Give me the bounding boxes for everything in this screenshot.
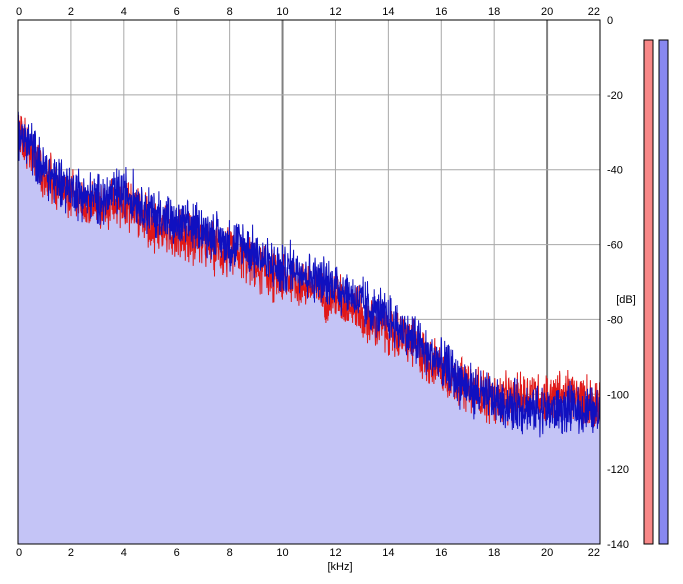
x-tick-label-top: 16 xyxy=(435,6,447,18)
plot-frame xyxy=(17,19,601,545)
x-tick-label-bottom: 8 xyxy=(227,547,233,559)
x-tick-label-bottom: 2 xyxy=(68,547,74,559)
y-tick-label: 0 xyxy=(607,15,613,27)
x-tick-label-bottom: 18 xyxy=(488,547,500,559)
x-tick-label-top: 4 xyxy=(121,6,127,18)
x-tick-label-bottom: 20 xyxy=(541,547,553,559)
x-tick-label-bottom: 0 xyxy=(16,547,22,559)
x-tick-label-top: 12 xyxy=(329,6,341,18)
y-tick-label: -20 xyxy=(607,90,623,102)
x-tick-label-bottom: 16 xyxy=(435,547,447,559)
x-axis-label: [kHz] xyxy=(327,561,352,573)
y-tick-label: -140 xyxy=(607,539,629,551)
y-axis-label: [dB] xyxy=(616,294,636,306)
y-tick-label: -60 xyxy=(607,240,623,252)
y-tick-label: -40 xyxy=(607,165,623,177)
x-tick-label-top: 6 xyxy=(174,6,180,18)
x-tick-labels-top: 0 2 4 6 8 10 12 14 16 18 20 22 xyxy=(16,6,600,18)
x-tick-label-bottom: 6 xyxy=(174,547,180,559)
x-tick-label-bottom: 4 xyxy=(121,547,127,559)
x-tick-label-top: 2 xyxy=(68,6,74,18)
x-tick-label-top: 0 xyxy=(16,6,22,18)
y-tick-label: -120 xyxy=(607,464,629,476)
x-tick-label-bottom: 10 xyxy=(276,547,288,559)
x-tick-label-top: 20 xyxy=(541,6,553,18)
x-tick-label-top: 14 xyxy=(382,6,394,18)
right-channel-trace xyxy=(17,111,601,438)
series-layer xyxy=(17,111,601,438)
x-tick-label-bottom: 22 xyxy=(588,547,600,559)
x-tick-label-top: 8 xyxy=(227,6,233,18)
x-tick-label-bottom: 14 xyxy=(382,547,394,559)
x-tick-label-top: 22 xyxy=(588,6,600,18)
y-tick-label: -100 xyxy=(607,389,629,401)
level-meter-right xyxy=(658,39,669,545)
level-meter-left xyxy=(643,39,654,545)
x-tick-labels-bottom: 0 2 4 6 8 10 12 14 16 18 20 22 xyxy=(16,547,600,559)
y-tick-labels: 0 -20 -40 -60 -80 -100 -120 -140 xyxy=(607,15,629,551)
x-tick-label-top: 10 xyxy=(276,6,288,18)
x-tick-label-top: 18 xyxy=(488,6,500,18)
y-tick-label: -80 xyxy=(607,314,623,326)
x-tick-label-bottom: 12 xyxy=(329,547,341,559)
